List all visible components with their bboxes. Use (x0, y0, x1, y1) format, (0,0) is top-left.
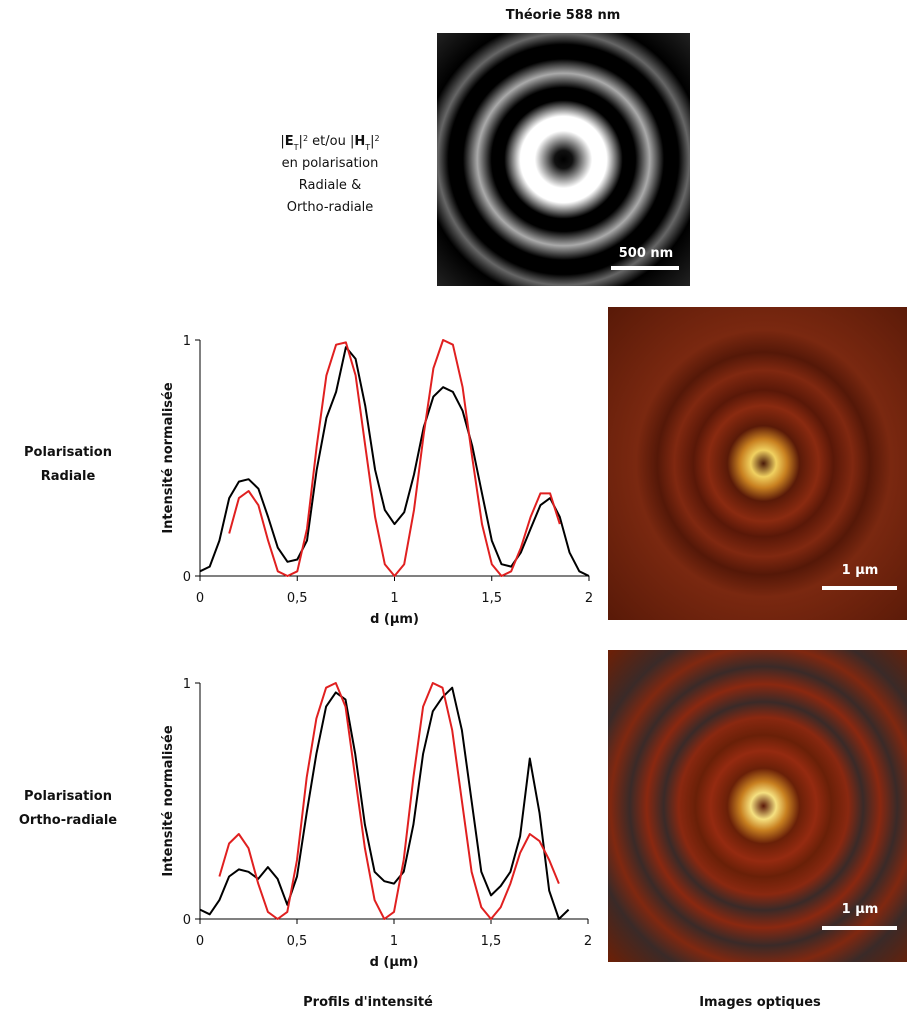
description-part: T (293, 143, 299, 152)
scale-bar (611, 266, 679, 270)
title: Théorie 588 nm (506, 8, 621, 23)
description-line: en polarisation (282, 156, 379, 171)
x-tick-label: 0 (196, 934, 204, 949)
x-tick-label: 0,5 (287, 591, 308, 606)
description-part: T (364, 143, 370, 152)
line-series (199, 346, 590, 577)
scale-bar (822, 586, 897, 590)
line-series (228, 339, 561, 577)
footer-label: Profils d'intensité (303, 995, 433, 1010)
scale-bar-label: 500 nm (619, 246, 673, 261)
description-part: et/ou | (308, 134, 354, 149)
x-tick-label: 1,5 (481, 934, 502, 949)
line-series (218, 682, 560, 920)
description-part: 2 (375, 134, 380, 143)
line-series (199, 686, 570, 920)
description-part: H (354, 134, 365, 149)
scale-bar-label: 1 µm (842, 902, 879, 917)
x-tick-label: 1 (390, 934, 398, 949)
description-line: Radiale & (299, 178, 361, 193)
description-line: Ortho-radiale (287, 200, 374, 215)
x-axis-label: d (µm) (370, 955, 419, 970)
x-tick-label: 2 (584, 934, 592, 949)
x-tick-label: 0 (196, 591, 204, 606)
y-tick-label: 0 (183, 570, 191, 585)
y-tick-label: 0 (183, 913, 191, 928)
scale-bar-label: 1 µm (842, 563, 879, 578)
x-tick-label: 1,5 (481, 591, 502, 606)
optical-image (608, 307, 907, 620)
theory-image (437, 33, 690, 286)
y-tick-label: 1 (183, 677, 191, 692)
row-label: Radiale (41, 469, 96, 484)
optical-image (608, 650, 907, 962)
footer-label: Images optiques (699, 995, 821, 1010)
row-label: Polarisation (24, 789, 112, 804)
x-axis-label: d (µm) (370, 612, 419, 627)
row-label: Ortho-radiale (19, 813, 117, 828)
row-label: Polarisation (24, 445, 112, 460)
description-part: | (280, 134, 284, 149)
scale-bar (822, 926, 897, 930)
y-tick-label: 1 (183, 334, 191, 349)
x-tick-label: 1 (390, 591, 398, 606)
x-tick-label: 2 (585, 591, 593, 606)
description-part: | (299, 134, 303, 149)
y-axis-label: Intensité normalisée (161, 725, 176, 877)
description-part: | (370, 134, 374, 149)
description-part: E (285, 134, 294, 149)
description-part: 2 (303, 134, 308, 143)
x-tick-label: 0,5 (287, 934, 308, 949)
description-line: |ET|2 et/ou |HT|2 (280, 134, 379, 152)
y-axis-label: Intensité normalisée (161, 382, 176, 534)
